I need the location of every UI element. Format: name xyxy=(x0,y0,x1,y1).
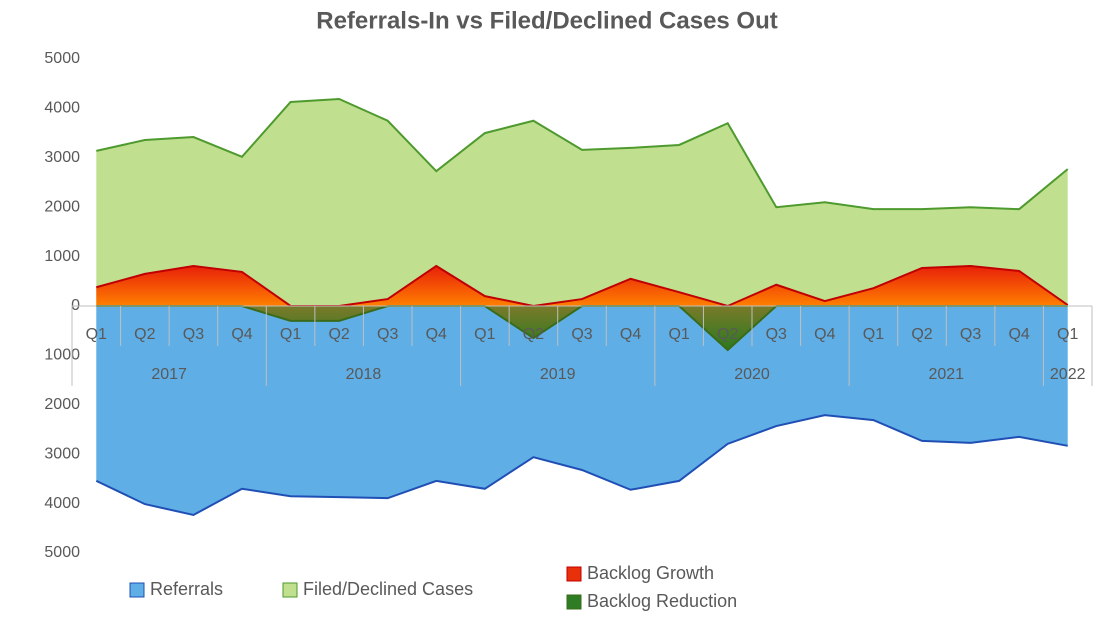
x-tick-label: Q4 xyxy=(426,326,447,343)
x-tick-label: Q4 xyxy=(231,326,252,343)
area xyxy=(96,306,1068,515)
legend-swatch xyxy=(566,566,582,582)
y-tick-label: 2000 xyxy=(44,198,80,215)
x-tick-label: Q1 xyxy=(1057,326,1078,343)
y-tick-label: 1000 xyxy=(44,347,80,364)
x-tick-label: Q4 xyxy=(814,326,835,343)
area xyxy=(96,265,1068,306)
y-tick-label: 3000 xyxy=(44,445,80,462)
group-label: 2020 xyxy=(734,366,770,383)
legend-swatch xyxy=(282,582,298,598)
y-tick-label: 2000 xyxy=(44,396,80,413)
x-tick-label: Q2 xyxy=(134,326,155,343)
x-tick-label: Q2 xyxy=(328,326,349,343)
x-tick-label: Q1 xyxy=(668,326,689,343)
legend-label: Backlog Reduction xyxy=(587,591,737,611)
x-tick-label: Q3 xyxy=(377,326,398,343)
x-tick-label: Q1 xyxy=(280,326,301,343)
x-tick-label: Q1 xyxy=(863,326,884,343)
group-label: 2019 xyxy=(540,366,576,383)
legend-label: Filed/Declined Cases xyxy=(303,579,473,599)
legend-swatch xyxy=(129,582,145,598)
y-tick-label: 1000 xyxy=(44,248,80,265)
y-tick-label: 5000 xyxy=(44,544,80,561)
y-tick-label: 4000 xyxy=(44,100,80,117)
legend-label: Backlog Growth xyxy=(587,563,714,583)
x-tick-label: Q3 xyxy=(571,326,592,343)
x-tick-label: Q4 xyxy=(620,326,641,343)
x-tick-label: Q1 xyxy=(86,326,107,343)
area xyxy=(96,99,1068,306)
group-label: 2018 xyxy=(346,366,382,383)
x-tick-label: Q2 xyxy=(523,326,544,343)
legend-label: Referrals xyxy=(150,579,223,599)
area xyxy=(96,306,1068,350)
x-tick-label: Q3 xyxy=(960,326,981,343)
y-tick-label: 4000 xyxy=(44,495,80,512)
area-line xyxy=(95,414,1068,517)
group-label: 2017 xyxy=(151,366,187,383)
x-tick-label: Q2 xyxy=(911,326,932,343)
x-tick-label: Q3 xyxy=(183,326,204,343)
area-line xyxy=(96,98,1069,211)
y-tick-label: 3000 xyxy=(44,149,80,166)
y-tick-label: 5000 xyxy=(44,50,80,67)
chart-title: Referrals-In vs Filed/Declined Cases Out xyxy=(316,7,778,34)
group-label: 2021 xyxy=(928,366,964,383)
legend-swatch xyxy=(566,594,582,610)
area-line xyxy=(96,264,1069,308)
group-label: 2022 xyxy=(1050,366,1086,383)
x-tick-label: Q2 xyxy=(717,326,738,343)
x-tick-label: Q4 xyxy=(1008,326,1029,343)
x-tick-label: Q3 xyxy=(766,326,787,343)
x-tick-label: Q1 xyxy=(474,326,495,343)
